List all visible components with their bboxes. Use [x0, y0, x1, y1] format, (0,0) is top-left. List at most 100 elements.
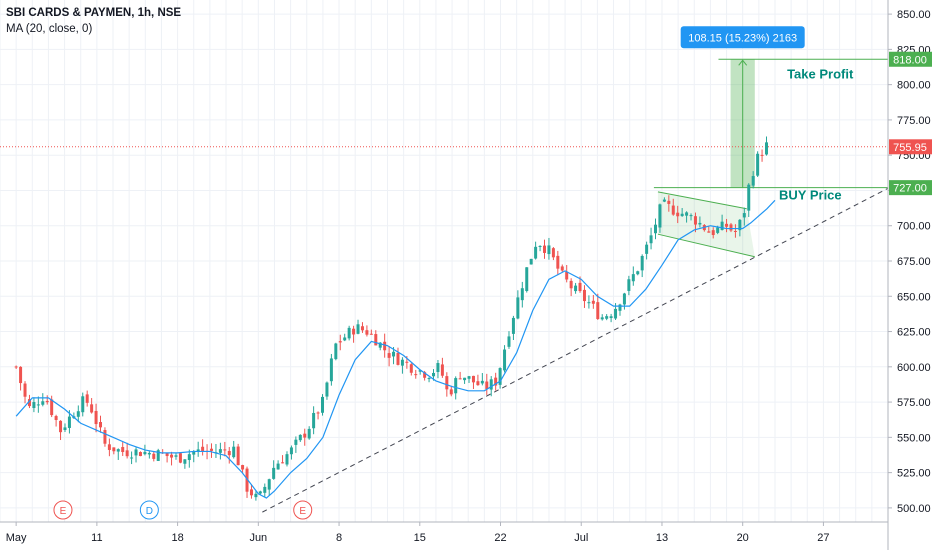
measure-tool-label[interactable]: 108.15 (15.23%) 2163 — [680, 26, 805, 49]
candle-body — [365, 330, 369, 335]
candle-body — [520, 288, 524, 301]
candle-body — [245, 468, 249, 492]
candle-body — [334, 343, 338, 360]
candle-body — [467, 376, 471, 379]
candle-body — [374, 334, 378, 346]
candle-body — [183, 459, 187, 464]
candle-body — [645, 244, 649, 254]
channel-lower-line[interactable] — [657, 233, 755, 258]
candle-body — [396, 352, 400, 365]
candle-body — [241, 465, 245, 470]
candle-body — [693, 216, 697, 225]
price-tick-label: 550.00 — [897, 432, 931, 444]
candle-body — [631, 274, 635, 282]
candle-body — [329, 358, 333, 382]
candle-body — [99, 422, 103, 428]
candle-body — [41, 401, 45, 405]
candle-body — [649, 235, 653, 244]
candle-body — [618, 304, 622, 311]
candle-body — [667, 200, 671, 204]
candle-body — [378, 342, 382, 348]
candle-body — [67, 416, 71, 428]
time-tick-label: 13 — [656, 532, 668, 544]
price-tick-label: 600.00 — [897, 362, 931, 374]
candle-body — [436, 363, 440, 372]
candle-body — [45, 400, 49, 403]
trendline[interactable] — [262, 185, 893, 513]
candle-body — [600, 317, 604, 320]
candle-body — [427, 378, 431, 380]
price-axis[interactable]: 500.00 525.00 550.00 575.00 600.00 625.00 650.… — [887, 0, 932, 550]
candle-body — [587, 302, 591, 304]
candle-body — [565, 271, 569, 280]
time-tick-label: 20 — [737, 532, 749, 544]
candle-body — [54, 416, 58, 421]
candle-body — [538, 245, 542, 247]
candle-body — [463, 377, 467, 381]
last-price-tag-text: 755.95 — [893, 142, 927, 154]
candle-body — [658, 204, 662, 228]
candle-body — [680, 213, 684, 217]
candle-body — [494, 377, 498, 386]
candle-body — [285, 454, 289, 465]
candle-body — [556, 255, 560, 269]
candle-body — [454, 378, 458, 394]
candle-body — [720, 221, 724, 230]
candle-body — [405, 361, 409, 363]
drawing-shapes[interactable] — [0, 58, 888, 258]
indicator-legend[interactable]: MA (20, close, 0) — [6, 23, 93, 35]
earnings-event-marker[interactable] — [293, 500, 313, 520]
candle-body — [19, 366, 23, 384]
candle-body — [76, 411, 80, 417]
price-tick-label: 800.00 — [897, 80, 931, 92]
take-profit-tag-text: 818.00 — [893, 54, 927, 66]
candle-body — [36, 404, 40, 406]
candle-body — [227, 450, 231, 456]
candle-body — [232, 446, 236, 458]
candle-body — [609, 316, 613, 319]
candle-body — [525, 267, 529, 292]
time-axis[interactable]: May 11 18 Jun 8 15 22 Jul 13 20 27 — [0, 521, 888, 544]
candle-body — [90, 404, 94, 413]
candle-body — [440, 364, 444, 376]
candle-body — [156, 450, 160, 461]
candle-body — [263, 486, 267, 493]
time-tick-label: May — [6, 532, 27, 544]
candle-body — [236, 446, 240, 466]
candle-body — [716, 227, 720, 233]
measure-text: 108.15 (15.23%) 2163 — [688, 32, 797, 44]
candle-body — [281, 462, 285, 464]
ascending-trendline[interactable] — [262, 185, 893, 513]
candle-body — [605, 316, 609, 319]
candle-body — [356, 324, 360, 334]
candle-body — [729, 224, 733, 231]
candle-body — [107, 444, 111, 450]
buy-tag-text: 727.00 — [893, 183, 927, 195]
candle-body — [383, 341, 387, 351]
dividend-event-marker[interactable] — [139, 500, 159, 520]
candle-body — [507, 336, 511, 347]
candle-body — [59, 420, 63, 433]
candle-body — [445, 376, 449, 390]
candle-body — [27, 399, 31, 407]
candle-body — [23, 383, 27, 397]
chart-grid — [0, 0, 889, 522]
candle-body — [143, 451, 147, 455]
candle-body — [471, 375, 475, 383]
time-tick-label: 27 — [817, 532, 829, 544]
chart-annotations: Take Profit BUY Price — [779, 66, 854, 202]
candle-body — [360, 326, 364, 331]
channel-upper-line[interactable] — [657, 191, 747, 210]
price-tick-label: 500.00 — [897, 503, 931, 515]
candle-body — [392, 351, 396, 357]
candle-body — [596, 302, 600, 320]
take-profit-price-tag: 818.00 — [889, 51, 932, 67]
measure-arrow-head — [738, 59, 748, 66]
earnings-event-marker[interactable] — [53, 500, 73, 520]
measure-box — [680, 26, 805, 49]
candle-body — [707, 231, 711, 233]
candle-body — [223, 449, 227, 451]
moving-average-line — [15, 199, 776, 499]
